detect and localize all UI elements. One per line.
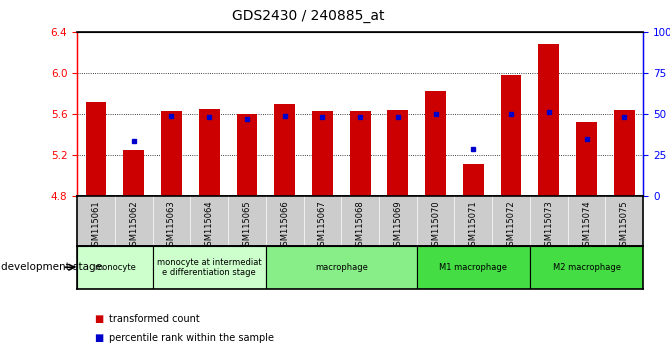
Text: development stage: development stage [1, 262, 103, 272]
Bar [500, 75, 521, 196]
Bar [199, 109, 220, 196]
Text: GSM115075: GSM115075 [620, 200, 629, 251]
Text: GSM115074: GSM115074 [582, 200, 591, 251]
Bar [463, 164, 484, 196]
Bar [576, 122, 597, 196]
Bar [274, 104, 295, 196]
Text: percentile rank within the sample: percentile rank within the sample [109, 333, 273, 343]
Text: monocyte: monocyte [94, 263, 136, 272]
Text: GSM115070: GSM115070 [431, 200, 440, 251]
Text: ■: ■ [94, 333, 103, 343]
Bar [153, 246, 266, 289]
Bar [161, 111, 182, 196]
Text: GDS2430 / 240885_at: GDS2430 / 240885_at [232, 9, 385, 23]
Text: GSM115069: GSM115069 [393, 200, 403, 251]
Text: GSM115061: GSM115061 [91, 200, 100, 251]
Text: M1 macrophage: M1 macrophage [440, 263, 507, 272]
Text: macrophage: macrophage [315, 263, 368, 272]
Text: transformed count: transformed count [109, 314, 199, 324]
Bar [350, 111, 371, 196]
Text: GSM115073: GSM115073 [544, 200, 553, 251]
Text: monocyte at intermediat
e differentiation stage: monocyte at intermediat e differentiatio… [157, 258, 261, 277]
Bar [86, 102, 107, 196]
Text: GSM115072: GSM115072 [507, 200, 516, 251]
Bar [123, 150, 144, 196]
Text: GSM115062: GSM115062 [129, 200, 138, 251]
Bar [237, 114, 257, 196]
Bar [614, 110, 634, 196]
Text: GSM115071: GSM115071 [469, 200, 478, 251]
Bar [417, 246, 530, 289]
Text: GSM115068: GSM115068 [356, 200, 364, 251]
Bar [530, 246, 643, 289]
Bar [539, 44, 559, 196]
Text: GSM115067: GSM115067 [318, 200, 327, 251]
Bar [425, 91, 446, 196]
Bar [387, 110, 408, 196]
Text: GSM115064: GSM115064 [204, 200, 214, 251]
Bar [77, 246, 153, 289]
Text: GSM115065: GSM115065 [243, 200, 251, 251]
Bar [312, 111, 333, 196]
Text: M2 macrophage: M2 macrophage [553, 263, 620, 272]
Text: ■: ■ [94, 314, 103, 324]
Text: GSM115063: GSM115063 [167, 200, 176, 251]
Text: GSM115066: GSM115066 [280, 200, 289, 251]
Bar [266, 246, 417, 289]
